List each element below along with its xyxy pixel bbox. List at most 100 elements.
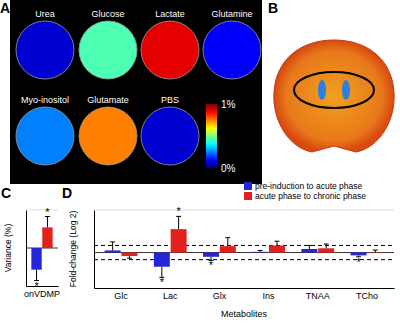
y-axis <box>26 211 27 287</box>
zero-line <box>94 252 394 253</box>
bar <box>154 253 170 267</box>
phantom-label: Myo-inositol <box>21 95 69 105</box>
ventricle <box>342 80 350 100</box>
error-bar <box>45 217 50 228</box>
phantom <box>141 21 199 79</box>
error-bar-stem <box>178 216 179 229</box>
error-bar-stem <box>227 238 228 247</box>
x-tick: onVDMP <box>24 286 60 299</box>
legend-swatch <box>244 192 252 200</box>
error-bar-cap <box>324 244 329 245</box>
reference-line <box>94 245 394 246</box>
error-bar <box>176 216 181 229</box>
error-bar <box>324 244 329 248</box>
error-bar <box>373 250 378 252</box>
error-bar-cap <box>258 250 263 251</box>
significance-marker: * <box>45 206 50 218</box>
phantom <box>141 107 199 165</box>
panel-label: D <box>62 185 72 201</box>
bar <box>121 253 137 257</box>
x-tick: Glx <box>213 288 227 301</box>
error-bar <box>110 242 115 251</box>
panel-label: B <box>268 0 278 16</box>
error-bar-stem <box>309 245 310 249</box>
marks <box>31 217 52 281</box>
frame-top <box>26 210 58 211</box>
significance-marker: * <box>209 259 214 271</box>
bar <box>252 251 268 253</box>
bar <box>105 250 121 252</box>
phantom <box>203 21 261 79</box>
bar <box>269 245 285 252</box>
x-tick-label: onVDMP <box>24 289 60 299</box>
y-axis-title: Fold-change (Log 2) <box>68 211 78 288</box>
bar <box>318 248 334 252</box>
significance-marker: * <box>160 276 165 288</box>
bar <box>203 253 219 257</box>
frame-top <box>94 210 394 211</box>
colorbar-tick-label: 0% <box>221 163 236 174</box>
phantom-label: Lactate <box>155 9 185 19</box>
chart: onVDMP Variance (%) * * <box>3 206 60 300</box>
colorbar-tick-label: 1% <box>221 99 236 110</box>
phantom-label: Glutamine <box>211 9 252 19</box>
colorbar <box>206 104 217 168</box>
error-bar-cap <box>110 241 115 242</box>
error-bar-cap <box>225 237 230 238</box>
x-tick-label: Glc <box>114 291 128 301</box>
bar <box>42 227 52 248</box>
x-tick-label: TNAA <box>306 291 330 301</box>
error-bar-cap <box>127 258 132 259</box>
x-tick-label: TCho <box>356 291 378 301</box>
reference-line <box>94 259 394 260</box>
x-axis-line <box>95 288 395 289</box>
error-bar <box>274 241 279 245</box>
chart: Glc Lac Glx Ins TNAA TCho Fold-change (Log 2) M… <box>68 181 395 319</box>
x-tick-label: Lac <box>163 291 178 301</box>
y-axis-line <box>26 211 27 287</box>
region-outline <box>294 72 374 108</box>
panel-b-background <box>268 0 400 184</box>
panel-a-background <box>10 0 262 184</box>
error-bar <box>127 256 132 258</box>
brain-slice <box>274 40 394 152</box>
x-axis: Glc Lac Glx Ins TNAA TCho <box>95 288 395 301</box>
error-bar-stem <box>112 242 113 251</box>
error-bar <box>307 245 312 249</box>
figure: Urea Glucose Lactate Glutamine Myo-inositol G… <box>0 0 400 327</box>
phantom <box>79 107 137 165</box>
x-axis-title: Metabolites <box>221 309 268 319</box>
legend-label: pre-induction to acute phase <box>255 181 363 191</box>
error-bar-cap <box>373 250 378 251</box>
x-axis: onVDMP <box>24 286 60 299</box>
error-bar-stem <box>276 241 277 245</box>
legend-label: acute phase to chronic phase <box>255 191 366 201</box>
bar <box>220 246 236 252</box>
phantom-label: Glucose <box>91 9 124 19</box>
y-axis-line <box>94 211 95 289</box>
x-tick: TCho <box>356 288 378 301</box>
error-bar-cap <box>274 241 279 242</box>
panel-label: C <box>1 185 11 201</box>
error-bar-stem <box>326 244 327 248</box>
bar <box>301 249 317 253</box>
x-tick-label: Ins <box>263 291 276 301</box>
x-tick-label: Glx <box>213 291 227 301</box>
x-tick: Lac <box>163 288 178 301</box>
error-bar-stem <box>47 217 48 228</box>
significance-marker: * <box>176 205 181 217</box>
panel-label: A <box>0 0 10 16</box>
legend-swatch <box>244 182 252 190</box>
zero-line <box>26 248 58 249</box>
marks <box>105 216 384 277</box>
phantom-label: Urea <box>35 9 55 19</box>
x-tick: Ins <box>263 288 276 301</box>
error-bar-cap <box>307 245 312 246</box>
y-axis-title: Variance (%) <box>3 224 13 273</box>
phantom-label: Glutamate <box>87 95 129 105</box>
significance-marker: * <box>34 280 39 292</box>
significance-marker: * <box>356 256 361 268</box>
phantom-label: PBS <box>161 95 179 105</box>
x-tick: Glc <box>114 288 128 301</box>
bar <box>31 248 41 270</box>
